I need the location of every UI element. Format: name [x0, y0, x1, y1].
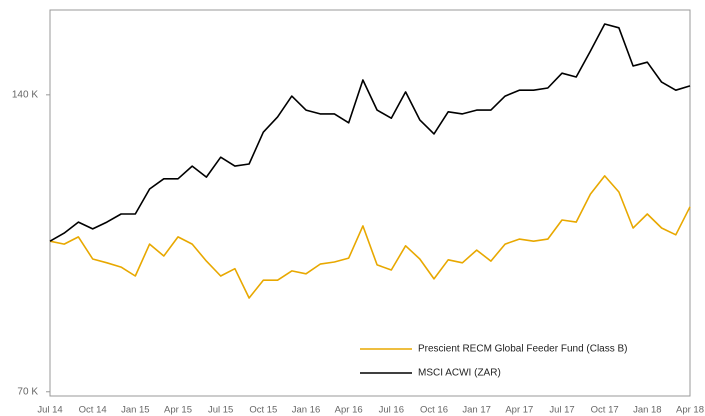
series-line — [49, 175, 691, 299]
x-tick-label: Apr 15 — [164, 405, 192, 416]
x-tick-label: Jan 18 — [633, 405, 662, 416]
x-tick-label: Oct 17 — [591, 405, 619, 416]
x-tick-label: Apr 16 — [335, 405, 363, 416]
x-tick-label: Oct 14 — [79, 405, 107, 416]
x-tick-label: Oct 16 — [420, 405, 448, 416]
x-tick-label: Jul 14 — [37, 405, 62, 416]
y-tick-label: 70 K — [17, 386, 38, 397]
legend-label: Prescient RECM Global Feeder Fund (Class… — [418, 344, 628, 355]
x-tick-label: Oct 15 — [249, 405, 277, 416]
x-tick-label: Jan 17 — [462, 405, 491, 416]
x-tick-label: Jan 16 — [292, 405, 321, 416]
x-tick-label: Jul 17 — [549, 405, 574, 416]
x-tick-label: Apr 18 — [676, 405, 704, 416]
y-tick-label: 140 K — [12, 89, 38, 100]
x-tick-label: Apr 17 — [505, 405, 533, 416]
x-tick-label: Jan 15 — [121, 405, 150, 416]
legend-label: MSCI ACWI (ZAR) — [418, 368, 501, 379]
x-tick-label: Jul 15 — [208, 405, 233, 416]
x-tick-label: Jul 16 — [379, 405, 404, 416]
plot-frame — [49, 9, 691, 397]
series-line — [49, 23, 691, 242]
